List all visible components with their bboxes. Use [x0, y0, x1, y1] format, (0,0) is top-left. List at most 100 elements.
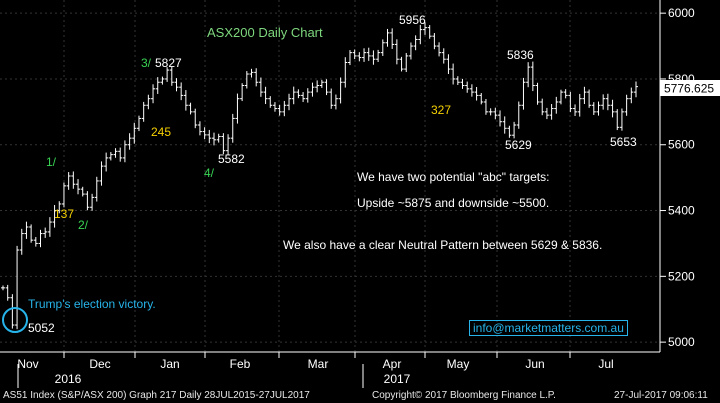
- price-bar: [212, 132, 216, 146]
- chart-title: ASX200 Daily Chart: [207, 25, 323, 40]
- price-bar: [197, 121, 202, 136]
- price-bar: [315, 80, 320, 93]
- price-bar: [230, 113, 235, 143]
- election-annotation: Trump's election victory.: [28, 297, 156, 311]
- price-bar: [254, 68, 259, 87]
- price-bar: [408, 42, 413, 60]
- price-bar: [291, 86, 296, 105]
- price-bar: [272, 102, 277, 112]
- price-bar: [122, 140, 127, 163]
- price-bar: [1, 285, 5, 291]
- price-bar: [601, 94, 606, 110]
- price-bar: [160, 76, 165, 85]
- price-bar: [310, 82, 315, 97]
- price-bar: [568, 91, 573, 113]
- price-bar: [333, 94, 338, 110]
- price-bar: [216, 133, 221, 143]
- price-bar: [90, 193, 95, 211]
- price-bar: [85, 191, 90, 211]
- price-bar: [423, 22, 427, 35]
- price-bar: [244, 71, 249, 89]
- price-bar: [357, 52, 362, 62]
- price-bar: [38, 229, 43, 248]
- price-bar: [127, 133, 132, 150]
- price-bar: [193, 108, 198, 129]
- price-bar: [165, 67, 170, 82]
- price-bar: [66, 172, 71, 190]
- x-month-label: Dec: [89, 357, 110, 371]
- price-bar: [179, 82, 184, 101]
- price-bar: [587, 89, 592, 108]
- price-bar: [413, 35, 418, 51]
- price-bar: [399, 56, 404, 72]
- price-bar: [282, 100, 287, 117]
- price-bar: [240, 83, 245, 102]
- price-bars: [1, 22, 638, 330]
- price-bar: [43, 227, 48, 238]
- price-bar: [362, 48, 367, 62]
- price-bar: [390, 28, 395, 49]
- wave-size-label-245: 245: [151, 125, 172, 139]
- price-bar: [418, 24, 423, 45]
- price-bar: [582, 86, 587, 105]
- price-bar: [108, 152, 113, 161]
- price-bar: [226, 134, 231, 155]
- price-bar: [516, 101, 521, 129]
- price-bar: [94, 176, 99, 202]
- price-bar: [380, 39, 385, 56]
- price-bar: [483, 99, 488, 115]
- price-bar: [629, 87, 634, 104]
- level-label-5827: 5827: [155, 56, 182, 70]
- price-bar: [385, 28, 390, 47]
- level-label-5653: 5653: [610, 135, 637, 149]
- price-bar: [432, 33, 437, 50]
- price-bar: [33, 236, 38, 247]
- price-bar: [296, 89, 301, 99]
- price-bar: [507, 125, 512, 138]
- price-bar: [376, 49, 381, 62]
- price-bar: [277, 104, 282, 116]
- price-bar: [118, 147, 123, 162]
- price-bar: [52, 205, 57, 228]
- price-bar: [61, 182, 66, 208]
- x-year-label: 2017: [384, 372, 411, 386]
- price-bar: [29, 224, 34, 243]
- price-bar: [427, 25, 432, 39]
- price-bar: [324, 79, 329, 96]
- price-bar: [610, 99, 615, 118]
- price-bar: [76, 179, 81, 195]
- price-bar: [474, 86, 479, 101]
- price-bar: [174, 78, 179, 92]
- x-month-label: Apr: [383, 357, 402, 371]
- price-bar: [549, 104, 554, 120]
- price-bar: [47, 217, 52, 237]
- email-link[interactable]: info@marketmatters.com.au: [469, 320, 628, 336]
- price-bar: [155, 77, 160, 94]
- price-bar: [249, 68, 254, 78]
- price-bar: [24, 221, 29, 239]
- price-bar: [512, 121, 517, 139]
- price-bar: [394, 39, 399, 65]
- price-bar: [441, 48, 446, 64]
- footer-timestamp: 27-Jul-2017 09:06:11: [614, 390, 708, 401]
- y-tick-label: 6000: [668, 6, 695, 20]
- price-bar: [305, 88, 310, 103]
- footer-security-info: AS51 Index (S&P/ASX 200) Graph 217 Daily…: [3, 390, 310, 401]
- price-bar: [71, 171, 76, 189]
- price-bar: [502, 116, 507, 134]
- price-bar: [371, 50, 376, 65]
- level-label-5582: 5582: [218, 152, 245, 166]
- annotation-upside-downside-line: Upside ~5875 and downside ~5500.: [357, 196, 550, 210]
- price-bar: [577, 93, 582, 117]
- level-label-5956: 5956: [399, 13, 426, 27]
- level-label-5052: 5052: [28, 321, 55, 335]
- footer-bar: AS51 Index (S&P/ASX 200) Graph 217 Daily…: [0, 388, 720, 403]
- price-bar: [301, 92, 306, 103]
- price-bar: [263, 86, 268, 105]
- price-bar: [10, 294, 15, 329]
- price-bar: [455, 76, 460, 86]
- price-bar: [535, 82, 540, 105]
- price-bar: [404, 52, 409, 73]
